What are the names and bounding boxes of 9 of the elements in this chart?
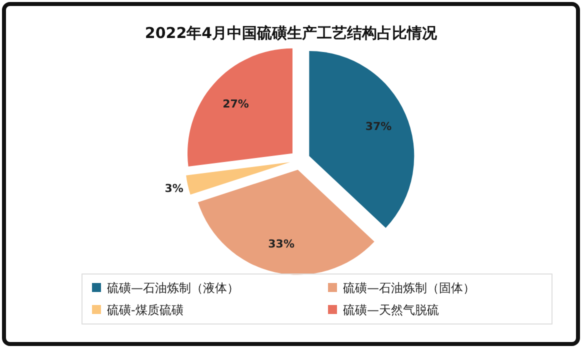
legend-label: 硫磺-煤质硫磺 [107, 303, 184, 317]
legend-label: 硫磺—天然气脱硫 [343, 303, 439, 317]
chart-title: 2022年4月中国硫磺生产工艺结构占比情况 [144, 24, 438, 42]
legend-label: 硫磺—石油炼制（液体） [107, 281, 239, 295]
legend-label: 硫磺—石油炼制（固体） [343, 281, 475, 295]
data-label: 27% [222, 97, 249, 110]
data-label: 3% [164, 182, 184, 196]
data-label: 33% [268, 238, 294, 251]
data-label: 37% [365, 120, 392, 134]
